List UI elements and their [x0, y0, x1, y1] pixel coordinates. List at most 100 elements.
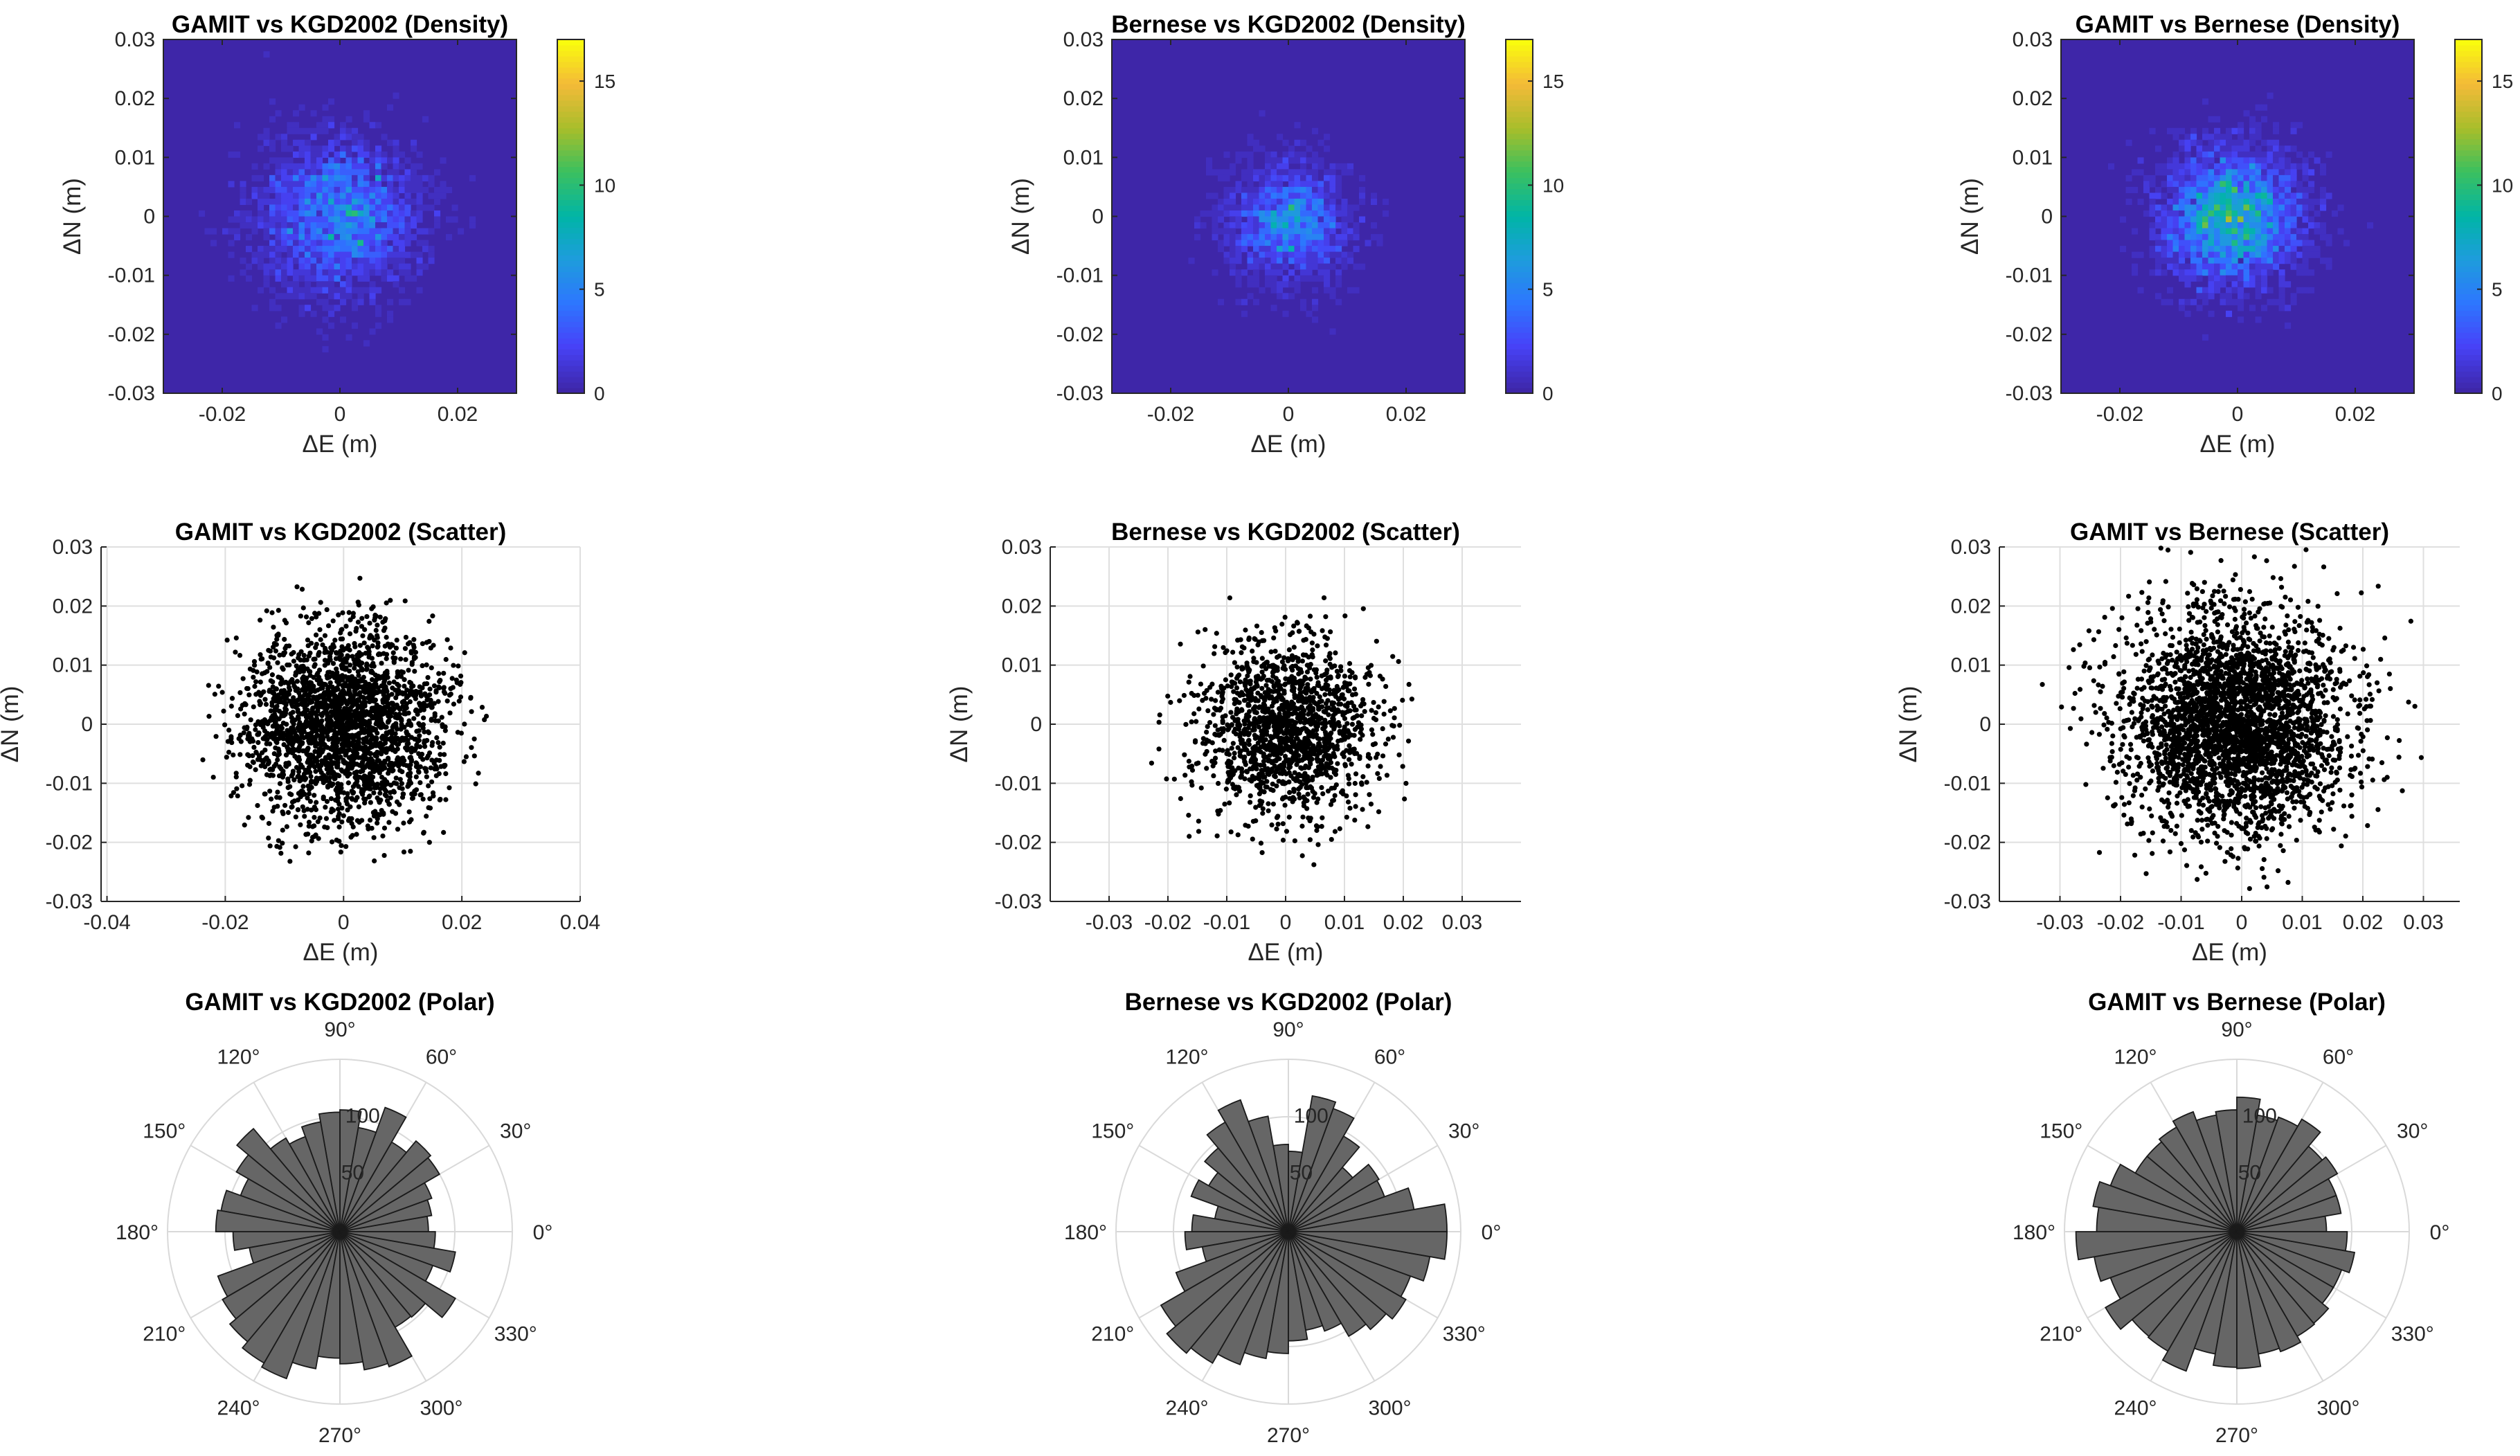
- density-cell: [2155, 234, 2162, 241]
- density-cell: [2273, 151, 2280, 158]
- density-cell: [269, 98, 276, 105]
- scatter-point: [263, 701, 269, 707]
- density-cell: [416, 204, 423, 211]
- y-tick-label: -0.02: [46, 832, 93, 854]
- density-cell: [2278, 298, 2285, 305]
- density-cell: [334, 258, 341, 264]
- density-cell: [1294, 287, 1301, 294]
- density-cell: [1371, 222, 1378, 229]
- density-cell: [305, 145, 312, 152]
- density-cell: [2167, 258, 2174, 264]
- density-cell: [1300, 305, 1307, 312]
- colorbar-segment: [1506, 127, 1533, 134]
- density-cell: [1324, 192, 1331, 199]
- scatter-point: [426, 618, 432, 624]
- density-cell: [2208, 216, 2215, 223]
- density-cell: [363, 181, 370, 188]
- scatter-point: [469, 709, 474, 714]
- density-cell: [2179, 210, 2186, 217]
- density-cell: [2267, 174, 2274, 181]
- scatter-point: [290, 771, 296, 777]
- scatter-point: [275, 728, 280, 734]
- scatter-point: [420, 796, 426, 802]
- colorbar-segment: [2455, 310, 2482, 316]
- density-cell: [2226, 192, 2233, 199]
- density-cell: [2255, 293, 2262, 300]
- colorbar-segment: [557, 349, 584, 355]
- scatter-point: [386, 757, 391, 762]
- density-cell: [2273, 169, 2280, 176]
- density-cell: [2308, 216, 2315, 223]
- density-cell: [316, 204, 323, 211]
- scatter-point: [395, 691, 400, 697]
- density-cell: [2190, 222, 2197, 229]
- density-cell: [2238, 293, 2244, 300]
- scatter-point: [341, 647, 346, 653]
- density-cell: [369, 157, 376, 164]
- density-cell: [310, 240, 317, 246]
- scatter-point: [274, 636, 280, 642]
- scatter-point: [416, 769, 422, 775]
- scatter-point: [372, 752, 378, 757]
- density-cell: [328, 258, 335, 264]
- density-cell: [2290, 251, 2297, 258]
- scatter-point: [299, 586, 305, 592]
- density-cell: [352, 134, 359, 141]
- scatter-point: [412, 668, 417, 674]
- scatter-point: [369, 656, 375, 661]
- scatter-point: [406, 710, 411, 716]
- density-cell: [381, 210, 388, 217]
- density-cell: [251, 192, 258, 199]
- density-cell: [1306, 192, 1313, 199]
- density-cell: [1306, 275, 1313, 282]
- density-cell: [375, 210, 382, 217]
- density-cell: [2208, 310, 2215, 317]
- scatter-point: [1300, 814, 1306, 820]
- scatter-point: [341, 757, 346, 763]
- density-cell: [1306, 263, 1313, 270]
- density-cell: [381, 258, 388, 264]
- density-cell: [2137, 251, 2144, 258]
- density-cell: [369, 192, 376, 199]
- density-cell: [281, 281, 288, 288]
- density-cell: [411, 186, 417, 194]
- density-cell: [2249, 192, 2256, 199]
- colorbar-segment: [2455, 216, 2482, 223]
- density-cell: [369, 163, 376, 170]
- scatter-point: [296, 715, 301, 721]
- colorbar-tick-label: 0: [594, 383, 605, 404]
- density-cell: [369, 293, 376, 300]
- density-cell: [1335, 275, 1342, 282]
- density-cell: [1230, 163, 1236, 170]
- density-cell: [411, 210, 417, 217]
- density-cell: [2214, 116, 2221, 123]
- density-cell: [1312, 240, 1319, 246]
- density-cell: [2255, 210, 2262, 217]
- scatter-point: [411, 645, 417, 650]
- scatter-point: [390, 650, 396, 656]
- scatter-point: [248, 717, 253, 723]
- colorbar-segment: [1506, 177, 1533, 184]
- density-cell: [2125, 139, 2132, 146]
- density-cell: [1317, 139, 1324, 146]
- scatter-point: [368, 669, 375, 674]
- scatter-point: [425, 674, 431, 681]
- density-cell: [1259, 287, 1266, 294]
- density-cell: [1282, 186, 1289, 194]
- density-cell: [298, 293, 305, 300]
- density-cell: [404, 204, 411, 211]
- scatter-point: [437, 744, 442, 750]
- scatter-point: [444, 637, 450, 642]
- scatter-point: [388, 597, 393, 603]
- density-cell: [316, 222, 323, 229]
- density-cell: [357, 293, 364, 300]
- density-cell: [2255, 228, 2262, 235]
- scatter-point: [352, 719, 358, 725]
- density-cell: [340, 293, 347, 300]
- density-cell: [352, 287, 359, 294]
- scatter-point: [449, 676, 455, 681]
- density-cell: [1282, 228, 1289, 235]
- density-cell: [334, 228, 341, 235]
- density-cell: [2314, 228, 2321, 235]
- density-cell: [1259, 251, 1266, 258]
